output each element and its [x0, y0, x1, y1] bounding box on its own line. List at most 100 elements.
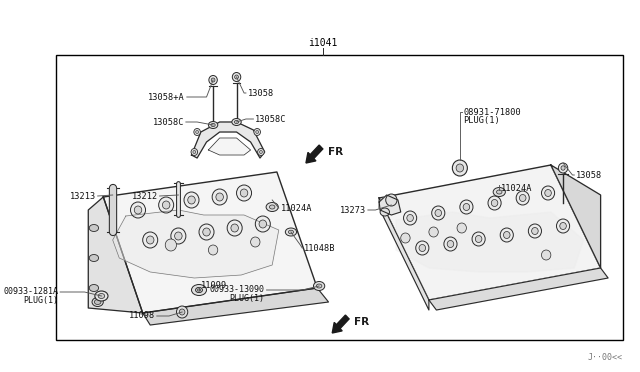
Polygon shape: [113, 210, 279, 278]
Text: 11098: 11098: [129, 311, 155, 321]
Circle shape: [211, 78, 215, 82]
Circle shape: [254, 128, 260, 135]
Polygon shape: [396, 212, 584, 272]
Ellipse shape: [493, 187, 506, 196]
Circle shape: [159, 197, 173, 213]
FancyArrow shape: [332, 315, 349, 333]
Polygon shape: [143, 288, 328, 325]
Circle shape: [504, 231, 510, 238]
Polygon shape: [103, 172, 317, 313]
Circle shape: [259, 220, 267, 228]
Text: PLUG(1): PLUG(1): [23, 295, 58, 305]
Ellipse shape: [196, 288, 202, 292]
Circle shape: [258, 148, 264, 155]
Circle shape: [216, 193, 223, 201]
Circle shape: [545, 189, 551, 196]
Text: 00933-1281A: 00933-1281A: [3, 288, 58, 296]
Text: 11024A: 11024A: [280, 203, 312, 212]
Circle shape: [209, 245, 218, 255]
Circle shape: [188, 196, 195, 204]
Polygon shape: [191, 122, 265, 158]
Text: 13273: 13273: [340, 205, 366, 215]
Polygon shape: [379, 165, 600, 300]
Circle shape: [386, 194, 397, 206]
Circle shape: [131, 202, 145, 218]
Circle shape: [492, 199, 498, 206]
Circle shape: [163, 201, 170, 209]
Circle shape: [134, 206, 142, 214]
Circle shape: [432, 206, 445, 220]
Circle shape: [179, 309, 185, 315]
Ellipse shape: [314, 282, 324, 291]
Circle shape: [165, 239, 177, 251]
Ellipse shape: [285, 228, 296, 236]
Ellipse shape: [92, 298, 103, 307]
Text: FR: FR: [354, 317, 369, 327]
Circle shape: [444, 237, 457, 251]
Circle shape: [532, 228, 538, 234]
Circle shape: [209, 76, 218, 84]
Ellipse shape: [209, 122, 218, 128]
FancyArrow shape: [306, 145, 323, 163]
Circle shape: [175, 232, 182, 240]
Circle shape: [203, 228, 211, 236]
Circle shape: [193, 151, 196, 154]
Circle shape: [194, 128, 200, 135]
Ellipse shape: [289, 230, 294, 234]
Circle shape: [407, 215, 413, 221]
Text: 13212: 13212: [131, 192, 157, 201]
Circle shape: [435, 209, 442, 217]
Circle shape: [256, 131, 259, 134]
Ellipse shape: [89, 224, 99, 231]
Ellipse shape: [94, 299, 101, 305]
Text: 08931-71800: 08931-71800: [463, 108, 522, 116]
Circle shape: [191, 148, 198, 155]
Ellipse shape: [198, 289, 200, 291]
Circle shape: [143, 232, 157, 248]
Text: 13058+A: 13058+A: [148, 93, 185, 102]
Polygon shape: [551, 165, 600, 268]
Circle shape: [447, 241, 454, 247]
Circle shape: [476, 235, 482, 243]
Polygon shape: [379, 198, 429, 310]
Circle shape: [401, 233, 410, 243]
Circle shape: [520, 195, 526, 202]
Circle shape: [488, 196, 501, 210]
Polygon shape: [209, 138, 251, 155]
Text: J··00<<: J··00<<: [587, 353, 622, 362]
Circle shape: [232, 73, 241, 81]
Text: FR: FR: [328, 147, 342, 157]
Polygon shape: [379, 195, 401, 215]
Circle shape: [404, 211, 417, 225]
Circle shape: [429, 227, 438, 237]
Circle shape: [452, 160, 467, 176]
Circle shape: [472, 232, 485, 246]
Ellipse shape: [380, 208, 390, 216]
Text: PLUG(1): PLUG(1): [230, 294, 265, 302]
Text: 13058C: 13058C: [255, 115, 287, 124]
Ellipse shape: [234, 121, 239, 124]
Circle shape: [541, 250, 551, 260]
Ellipse shape: [497, 190, 502, 194]
Ellipse shape: [232, 119, 241, 125]
Text: 11024A: 11024A: [501, 183, 532, 192]
Ellipse shape: [98, 294, 105, 298]
Text: 00933-13090: 00933-13090: [210, 285, 265, 295]
Circle shape: [457, 223, 467, 233]
Circle shape: [456, 164, 463, 172]
Ellipse shape: [316, 284, 322, 288]
Text: 13213: 13213: [70, 192, 96, 201]
Ellipse shape: [95, 291, 108, 301]
Circle shape: [171, 228, 186, 244]
Ellipse shape: [191, 285, 207, 295]
Circle shape: [184, 192, 199, 208]
Circle shape: [541, 186, 555, 200]
Text: PLUG(1): PLUG(1): [463, 115, 500, 125]
Ellipse shape: [269, 205, 275, 209]
Circle shape: [260, 151, 262, 154]
Circle shape: [235, 75, 239, 79]
Ellipse shape: [211, 124, 215, 126]
Ellipse shape: [89, 285, 99, 292]
Circle shape: [147, 236, 154, 244]
Circle shape: [529, 224, 541, 238]
